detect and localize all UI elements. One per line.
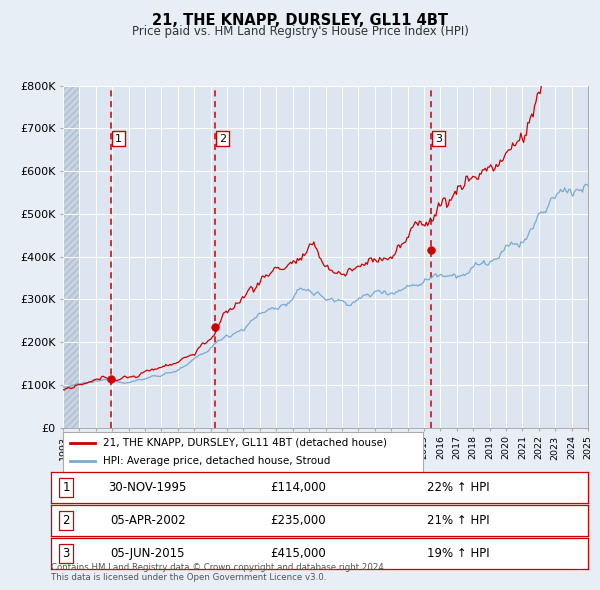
Text: 22% ↑ HPI: 22% ↑ HPI [427, 481, 490, 494]
Text: 2: 2 [62, 514, 70, 527]
Text: 1: 1 [62, 481, 70, 494]
Text: 2: 2 [219, 133, 226, 143]
Text: 30-NOV-1995: 30-NOV-1995 [109, 481, 187, 494]
Text: Price paid vs. HM Land Registry's House Price Index (HPI): Price paid vs. HM Land Registry's House … [131, 25, 469, 38]
Text: 1: 1 [115, 133, 122, 143]
Bar [63, 86, 79, 428]
Text: £114,000: £114,000 [270, 481, 326, 494]
Text: 3: 3 [435, 133, 442, 143]
Text: 05-APR-2002: 05-APR-2002 [110, 514, 185, 527]
Text: 19% ↑ HPI: 19% ↑ HPI [427, 547, 490, 560]
Text: 05-JUN-2015: 05-JUN-2015 [110, 547, 185, 560]
Text: 21, THE KNAPP, DURSLEY, GL11 4BT: 21, THE KNAPP, DURSLEY, GL11 4BT [152, 13, 448, 28]
Text: £415,000: £415,000 [270, 547, 326, 560]
Text: 3: 3 [62, 547, 70, 560]
Text: HPI: Average price, detached house, Stroud: HPI: Average price, detached house, Stro… [103, 456, 330, 466]
Text: Contains HM Land Registry data © Crown copyright and database right 2024.
This d: Contains HM Land Registry data © Crown c… [51, 563, 386, 582]
Text: 21, THE KNAPP, DURSLEY, GL11 4BT (detached house): 21, THE KNAPP, DURSLEY, GL11 4BT (detach… [103, 438, 386, 448]
Text: £235,000: £235,000 [270, 514, 326, 527]
Text: 21% ↑ HPI: 21% ↑ HPI [427, 514, 490, 527]
